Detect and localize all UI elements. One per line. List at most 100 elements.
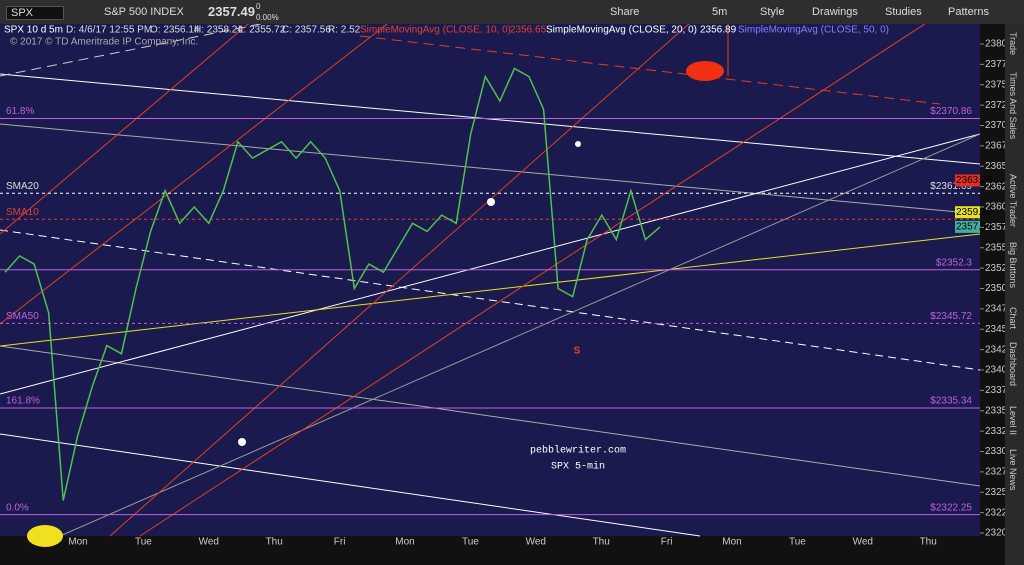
side-tab[interactable]: Big Buttons <box>1008 242 1018 289</box>
marker <box>238 438 246 446</box>
trendline <box>0 233 981 347</box>
trendline <box>109 24 690 537</box>
marker <box>686 61 724 81</box>
level-label: $2345.72 <box>930 311 972 322</box>
y-tick-label: 2347.5 <box>985 304 1005 315</box>
side-tab[interactable]: Dashboard <box>1008 342 1018 387</box>
side-tab[interactable]: Live News <box>1008 449 1018 491</box>
info-open: O: 2356.14 <box>150 25 200 36</box>
trendline <box>0 73 981 165</box>
x-tick-label: Tue <box>789 537 806 548</box>
level-name: SMA50 <box>6 311 39 322</box>
level-label: $2370.86 <box>930 106 972 117</box>
x-tick-label: Thu <box>593 537 610 548</box>
level-name: SMA10 <box>6 207 39 218</box>
side-tab[interactable]: Level II <box>1008 406 1018 436</box>
symbol-box[interactable]: SPX <box>6 6 65 20</box>
side-tab[interactable]: Active Trader <box>1008 174 1018 228</box>
x-tick-label: Mon <box>395 537 414 548</box>
price-tag <box>955 206 980 219</box>
y-tick-label: 2337.5 <box>985 385 1005 396</box>
x-tick-label: Fri <box>661 537 673 548</box>
level-label: $2322.25 <box>930 502 972 513</box>
caption: SPX 5-min <box>551 461 605 473</box>
y-tick-label: 2365 <box>985 161 1005 172</box>
trendline <box>59 133 981 537</box>
x-tick-label: Wed <box>526 537 546 548</box>
x-tick-label: Wed <box>199 537 219 548</box>
button[interactable]: Style <box>760 6 785 18</box>
side-tabs: Trade Times And Sales Active Trader Big But… <box>1005 24 1024 565</box>
y-tick-label: 2327.5 <box>985 467 1005 478</box>
y-tick-label: 2340 <box>985 365 1005 376</box>
side-tab[interactable]: Times And Sales <box>1008 72 1018 140</box>
y-tick-label: 2350 <box>985 283 1005 294</box>
trendline <box>0 133 981 395</box>
level-label: $2361.69 <box>930 181 972 192</box>
price-tag <box>955 174 980 187</box>
y-tick-label: 2370 <box>985 120 1005 131</box>
y-tick-label: 2330 <box>985 446 1005 457</box>
info-sma10: SimpleMovingAvg (CLOSE, 10, 0) <box>360 25 511 36</box>
copyright: © 2017 © TD Ameritrade IP Company, Inc. <box>10 37 198 48</box>
y-tick-label: 2322.5 <box>985 507 1005 518</box>
button[interactable]: 5m <box>712 6 728 18</box>
y-tick-label: 2372.5 <box>985 100 1005 111</box>
trendline <box>0 345 981 487</box>
trendline <box>359 35 941 105</box>
y-tick-label: 2352.5 <box>985 263 1005 274</box>
plot-bg <box>0 24 980 536</box>
y-tick-label: 2320 <box>985 528 1005 539</box>
y-tick-label: 2325 <box>985 487 1005 498</box>
price-tag-label: 2359.36 <box>956 207 993 218</box>
x-tick-label: Thu <box>920 537 937 548</box>
level-label: $2352.3 <box>936 257 973 268</box>
button[interactable]: Share <box>610 6 640 18</box>
side-tab[interactable]: Chart <box>1008 307 1018 330</box>
info-high: H: 2358.24 <box>194 25 243 36</box>
y-tick-label: 2375 <box>985 79 1005 90</box>
info-low: L: 2355.72 <box>238 25 286 36</box>
x-tick-label: Tue <box>462 537 479 548</box>
marker <box>575 141 581 147</box>
y-tick-label: 2367.5 <box>985 141 1005 152</box>
y-tick-label: 2335 <box>985 405 1005 416</box>
info-range: R: 2.52 <box>328 25 361 36</box>
y-tick-label: 2362.5 <box>985 181 1005 192</box>
x-tick-label: Fri <box>334 537 346 548</box>
y-tick-label: 2345 <box>985 324 1005 335</box>
level-name: 0.0% <box>6 502 29 513</box>
side-tab[interactable]: Trade <box>1008 32 1018 56</box>
site: pebblewriter.com <box>530 445 626 457</box>
trendline <box>0 433 701 537</box>
info-sma10-value: 2356.65 <box>510 25 547 36</box>
change: 0 <box>256 2 261 11</box>
info-date: D: 4/6/17 12:55 PM <box>66 25 152 36</box>
trendline <box>0 229 981 371</box>
info-line: SPX 10 d 5m D: 4/6/17 12:55 PM O: 2356.1… <box>4 25 889 36</box>
price-axis-bg <box>980 24 1005 565</box>
x-tick-label: Mon <box>722 537 741 548</box>
info-sma20-value: 2356.89 <box>700 25 737 36</box>
level-name: SMA20 <box>6 181 39 192</box>
x-tick-label: Tue <box>135 537 152 548</box>
x-tick-label: Wed <box>853 537 873 548</box>
y-tick-label: 2357.5 <box>985 222 1005 233</box>
button[interactable]: Patterns <box>948 6 989 18</box>
level-label: $2335.34 <box>930 396 972 407</box>
y-tick-label: 2332.5 <box>985 426 1005 437</box>
y-tick-label: 2380 <box>985 39 1005 50</box>
x-tick-label: Mon <box>68 537 87 548</box>
info-sma50: SimpleMovingAvg (CLOSE, 50, 0) <box>738 25 889 36</box>
button[interactable]: Drawings <box>812 6 858 18</box>
y-tick-label: 2355 <box>985 242 1005 253</box>
trendline <box>0 24 249 235</box>
button[interactable]: Studies <box>885 6 922 18</box>
y-tick-label: 2377.5 <box>985 59 1005 70</box>
trendlines <box>0 24 981 537</box>
trendline <box>0 24 263 77</box>
price-tag-label: 2357.56 <box>956 222 993 233</box>
signal: S <box>574 346 581 357</box>
price-tag <box>955 220 980 233</box>
